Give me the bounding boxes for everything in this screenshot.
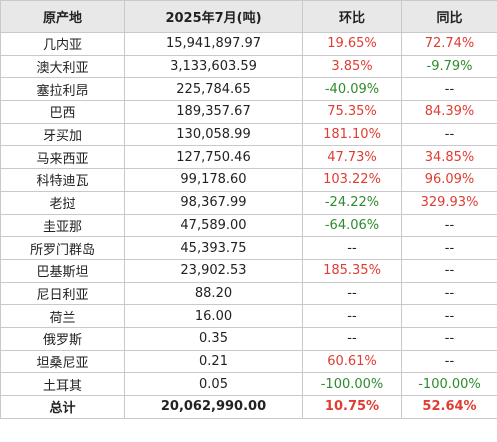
cell-origin: 所罗门群岛: [0, 236, 125, 260]
cell-yoy: -9.79%: [401, 54, 497, 79]
header-row: 原产地 2025年7月(吨) 环比 同比: [0, 0, 497, 33]
cell-mom: 3.85%: [302, 54, 402, 79]
table-row: 所罗门群岛 45,393.75 -- --: [0, 236, 497, 260]
cell-yoy: 34.85%: [401, 145, 497, 170]
cell-yoy: 96.09%: [401, 168, 497, 192]
cell-volume: 98,367.99: [124, 190, 303, 215]
cell-mom: 181.10%: [302, 122, 402, 147]
cell-origin: 塞拉利昂: [0, 77, 125, 102]
cell-yoy: -100.00%: [401, 372, 497, 396]
cell-volume: 0.21: [124, 349, 303, 374]
table-row: 土耳其 0.05 -100.00% -100.00%: [0, 372, 497, 396]
table-row: 荷兰 16.00 -- --: [0, 304, 497, 328]
cell-volume: 3,133,603.59: [124, 54, 303, 79]
cell-volume: 45,393.75: [124, 236, 303, 260]
cell-volume: 130,058.99: [124, 122, 303, 147]
cell-origin: 澳大利亚: [0, 54, 125, 79]
cell-volume: 88.20: [124, 281, 303, 306]
table-row: 牙买加 130,058.99 181.10% --: [0, 122, 497, 147]
header-yoy: 同比: [401, 0, 497, 33]
cell-yoy: --: [401, 349, 497, 374]
table-row: 俄罗斯 0.35 -- --: [0, 326, 497, 351]
cell-volume: 47,589.00: [124, 213, 303, 238]
header-volume: 2025年7月(吨): [124, 0, 303, 33]
cell-mom: -100.00%: [302, 372, 402, 396]
table-row: 巴西 189,357.67 75.35% 84.39%: [0, 100, 497, 124]
cell-mom: 75.35%: [302, 100, 402, 124]
cell-yoy: --: [401, 304, 497, 328]
cell-origin: 巴西: [0, 100, 125, 124]
cell-volume: 15,941,897.97: [124, 32, 303, 56]
table-body: 几内亚 15,941,897.97 19.65% 72.74% 澳大利亚 3,133,60…: [0, 32, 497, 419]
table-row: 老挝 98,367.99 -24.22% 329.93%: [0, 190, 497, 215]
cell-yoy: --: [401, 236, 497, 260]
cell-mom: -64.06%: [302, 213, 402, 238]
cell-origin: 总计: [0, 395, 125, 419]
cell-volume: 23,902.53: [124, 258, 303, 283]
cell-origin: 牙买加: [0, 122, 125, 147]
cell-yoy: 329.93%: [401, 190, 497, 215]
table-row: 圭亚那 47,589.00 -64.06% --: [0, 213, 497, 238]
total-row: 总计 20,062,990.00 10.75% 52.64%: [0, 395, 497, 419]
cell-origin: 巴基斯坦: [0, 258, 125, 283]
header-origin: 原产地: [0, 0, 125, 33]
table-row: 澳大利亚 3,133,603.59 3.85% -9.79%: [0, 54, 497, 79]
cell-mom: --: [302, 326, 402, 351]
cell-mom: --: [302, 304, 402, 328]
cell-yoy: --: [401, 213, 497, 238]
cell-mom: --: [302, 281, 402, 306]
cell-mom: 10.75%: [302, 395, 402, 419]
cell-origin: 圭亚那: [0, 213, 125, 238]
cell-origin: 老挝: [0, 190, 125, 215]
cell-mom: --: [302, 236, 402, 260]
cell-origin: 土耳其: [0, 372, 125, 396]
import-origin-table: 原产地 2025年7月(吨) 环比 同比 几内亚 15,941,897.97 19.…: [0, 0, 497, 419]
cell-mom: 185.35%: [302, 258, 402, 283]
cell-origin: 几内亚: [0, 32, 125, 56]
cell-yoy: --: [401, 258, 497, 283]
cell-volume: 189,357.67: [124, 100, 303, 124]
cell-volume: 225,784.65: [124, 77, 303, 102]
cell-origin: 坦桑尼亚: [0, 349, 125, 374]
cell-origin: 俄罗斯: [0, 326, 125, 351]
cell-yoy: --: [401, 326, 497, 351]
cell-yoy: --: [401, 122, 497, 147]
table-row: 尼日利亚 88.20 -- --: [0, 281, 497, 306]
cell-mom: 103.22%: [302, 168, 402, 192]
table-row: 巴基斯坦 23,902.53 185.35% --: [0, 258, 497, 283]
table-row: 塞拉利昂 225,784.65 -40.09% --: [0, 77, 497, 102]
cell-mom: 60.61%: [302, 349, 402, 374]
cell-origin: 科特迪瓦: [0, 168, 125, 192]
cell-origin: 荷兰: [0, 304, 125, 328]
cell-mom: 19.65%: [302, 32, 402, 56]
cell-volume: 0.35: [124, 326, 303, 351]
cell-volume: 16.00: [124, 304, 303, 328]
cell-mom: -24.22%: [302, 190, 402, 215]
cell-yoy: --: [401, 281, 497, 306]
cell-mom: 47.73%: [302, 145, 402, 170]
cell-volume: 99,178.60: [124, 168, 303, 192]
table-row: 几内亚 15,941,897.97 19.65% 72.74%: [0, 32, 497, 56]
table-header: 原产地 2025年7月(吨) 环比 同比: [0, 0, 497, 33]
cell-yoy: 72.74%: [401, 32, 497, 56]
table-row: 坦桑尼亚 0.21 60.61% --: [0, 349, 497, 374]
header-mom: 环比: [302, 0, 402, 33]
cell-origin: 马来西亚: [0, 145, 125, 170]
cell-origin: 尼日利亚: [0, 281, 125, 306]
cell-volume: 20,062,990.00: [124, 395, 303, 419]
cell-yoy: 84.39%: [401, 100, 497, 124]
cell-volume: 127,750.46: [124, 145, 303, 170]
cell-yoy: 52.64%: [401, 395, 497, 419]
cell-yoy: --: [401, 77, 497, 102]
cell-volume: 0.05: [124, 372, 303, 396]
table-row: 科特迪瓦 99,178.60 103.22% 96.09%: [0, 168, 497, 192]
table-row: 马来西亚 127,750.46 47.73% 34.85%: [0, 145, 497, 170]
cell-mom: -40.09%: [302, 77, 402, 102]
